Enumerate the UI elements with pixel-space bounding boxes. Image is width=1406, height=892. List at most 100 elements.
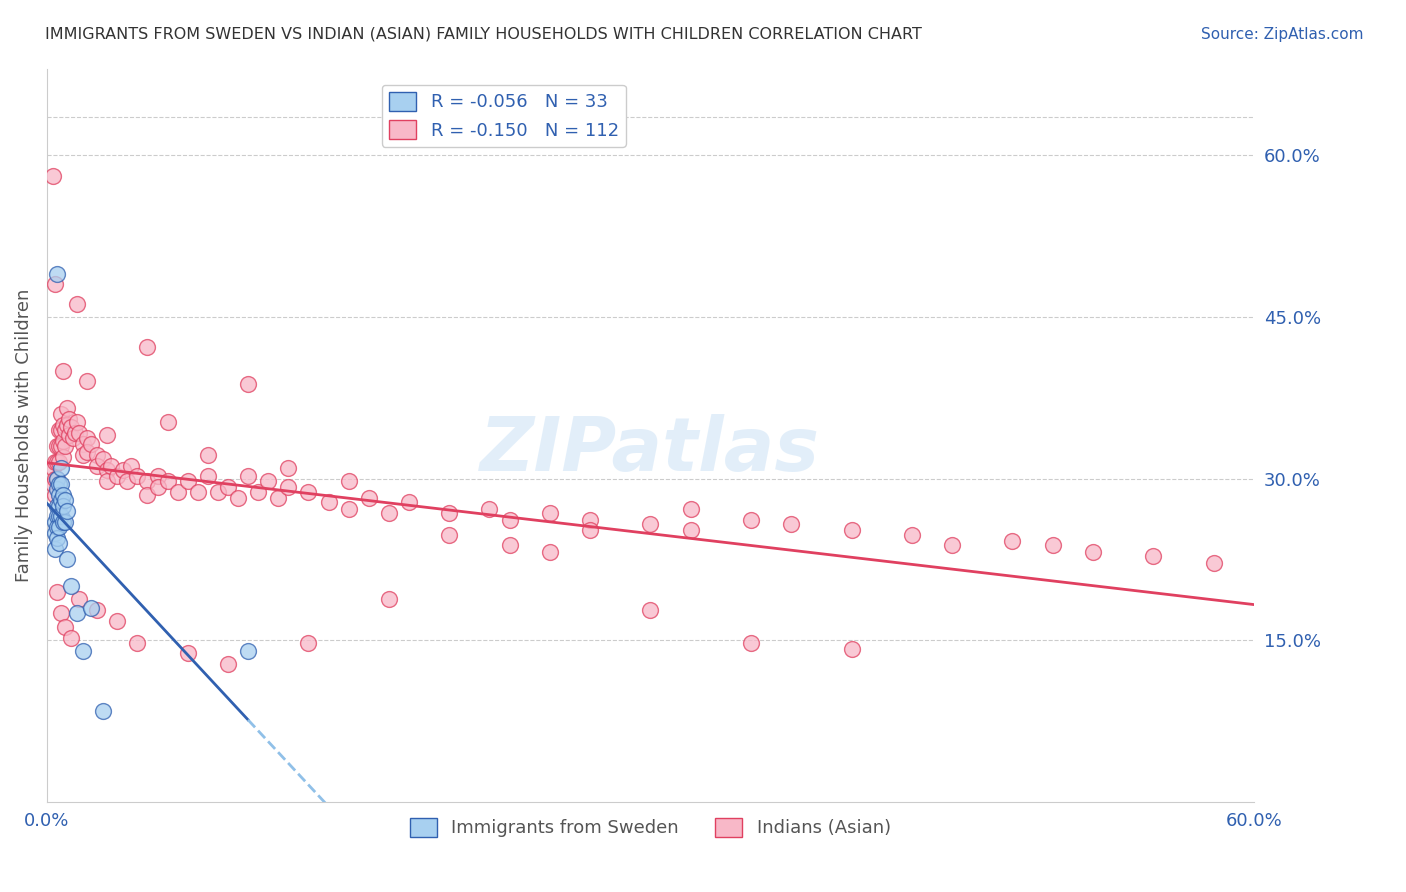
- Point: [538, 545, 561, 559]
- Point: [72, 644, 94, 658]
- Point: [53, 620, 76, 634]
- Point: [318, 495, 340, 509]
- Point: [52, 488, 75, 502]
- Point: [91, 452, 114, 467]
- Point: [437, 506, 460, 520]
- Point: [60, 632, 83, 646]
- Point: [96, 474, 118, 488]
- Point: [207, 484, 229, 499]
- Point: [44, 488, 66, 502]
- Point: [49, 439, 72, 453]
- Point: [166, 484, 188, 499]
- Point: [112, 463, 135, 477]
- Point: [277, 460, 299, 475]
- Text: Source: ZipAtlas.com: Source: ZipAtlas.com: [1201, 27, 1364, 42]
- Point: [740, 635, 762, 649]
- Point: [42, 460, 65, 475]
- Point: [177, 474, 200, 488]
- Point: [378, 592, 401, 607]
- Point: [91, 704, 114, 718]
- Point: [53, 423, 76, 437]
- Point: [841, 524, 863, 538]
- Point: [48, 477, 70, 491]
- Point: [96, 428, 118, 442]
- Point: [46, 267, 69, 281]
- Point: [941, 538, 963, 552]
- Point: [357, 491, 380, 505]
- Point: [46, 439, 69, 453]
- Point: [579, 524, 602, 538]
- Point: [44, 471, 66, 485]
- Point: [56, 401, 79, 416]
- Point: [46, 471, 69, 485]
- Point: [46, 499, 69, 513]
- Point: [63, 426, 86, 441]
- Point: [538, 506, 561, 520]
- Point: [48, 423, 70, 437]
- Point: [56, 504, 79, 518]
- Point: [127, 469, 149, 483]
- Point: [1042, 538, 1064, 552]
- Point: [226, 491, 249, 505]
- Point: [267, 491, 290, 505]
- Point: [679, 524, 702, 538]
- Point: [49, 407, 72, 421]
- Point: [1202, 556, 1225, 570]
- Point: [66, 297, 89, 311]
- Point: [640, 603, 662, 617]
- Point: [337, 474, 360, 488]
- Point: [86, 448, 108, 462]
- Point: [76, 375, 98, 389]
- Point: [56, 417, 79, 432]
- Point: [46, 531, 69, 545]
- Point: [42, 477, 65, 491]
- Point: [197, 469, 219, 483]
- Point: [49, 607, 72, 621]
- Point: [46, 585, 69, 599]
- Point: [86, 603, 108, 617]
- Point: [46, 471, 69, 485]
- Point: [177, 646, 200, 660]
- Legend: Immigrants from Sweden, Indians (Asian): Immigrants from Sweden, Indians (Asian): [402, 811, 898, 845]
- Point: [49, 423, 72, 437]
- Point: [44, 277, 66, 292]
- Point: [277, 480, 299, 494]
- Point: [66, 607, 89, 621]
- Point: [48, 536, 70, 550]
- Point: [48, 439, 70, 453]
- Point: [53, 493, 76, 508]
- Point: [49, 460, 72, 475]
- Point: [72, 448, 94, 462]
- Point: [48, 520, 70, 534]
- Point: [337, 501, 360, 516]
- Point: [46, 455, 69, 469]
- Point: [217, 657, 239, 672]
- Point: [53, 439, 76, 453]
- Point: [136, 488, 159, 502]
- Point: [80, 601, 103, 615]
- Point: [46, 483, 69, 497]
- Point: [52, 364, 75, 378]
- Point: [780, 516, 803, 531]
- Point: [42, 169, 65, 184]
- Point: [53, 515, 76, 529]
- Point: [60, 579, 83, 593]
- Point: [297, 484, 319, 499]
- Point: [120, 458, 142, 473]
- Point: [156, 474, 179, 488]
- Point: [66, 416, 89, 430]
- Point: [247, 484, 270, 499]
- Point: [498, 512, 520, 526]
- Point: [48, 488, 70, 502]
- Point: [46, 509, 69, 524]
- Point: [44, 515, 66, 529]
- Point: [105, 469, 128, 483]
- Point: [52, 417, 75, 432]
- Point: [48, 509, 70, 524]
- Point: [76, 431, 98, 445]
- Point: [58, 428, 80, 442]
- Point: [49, 493, 72, 508]
- Point: [76, 444, 98, 458]
- Point: [49, 509, 72, 524]
- Point: [478, 501, 501, 516]
